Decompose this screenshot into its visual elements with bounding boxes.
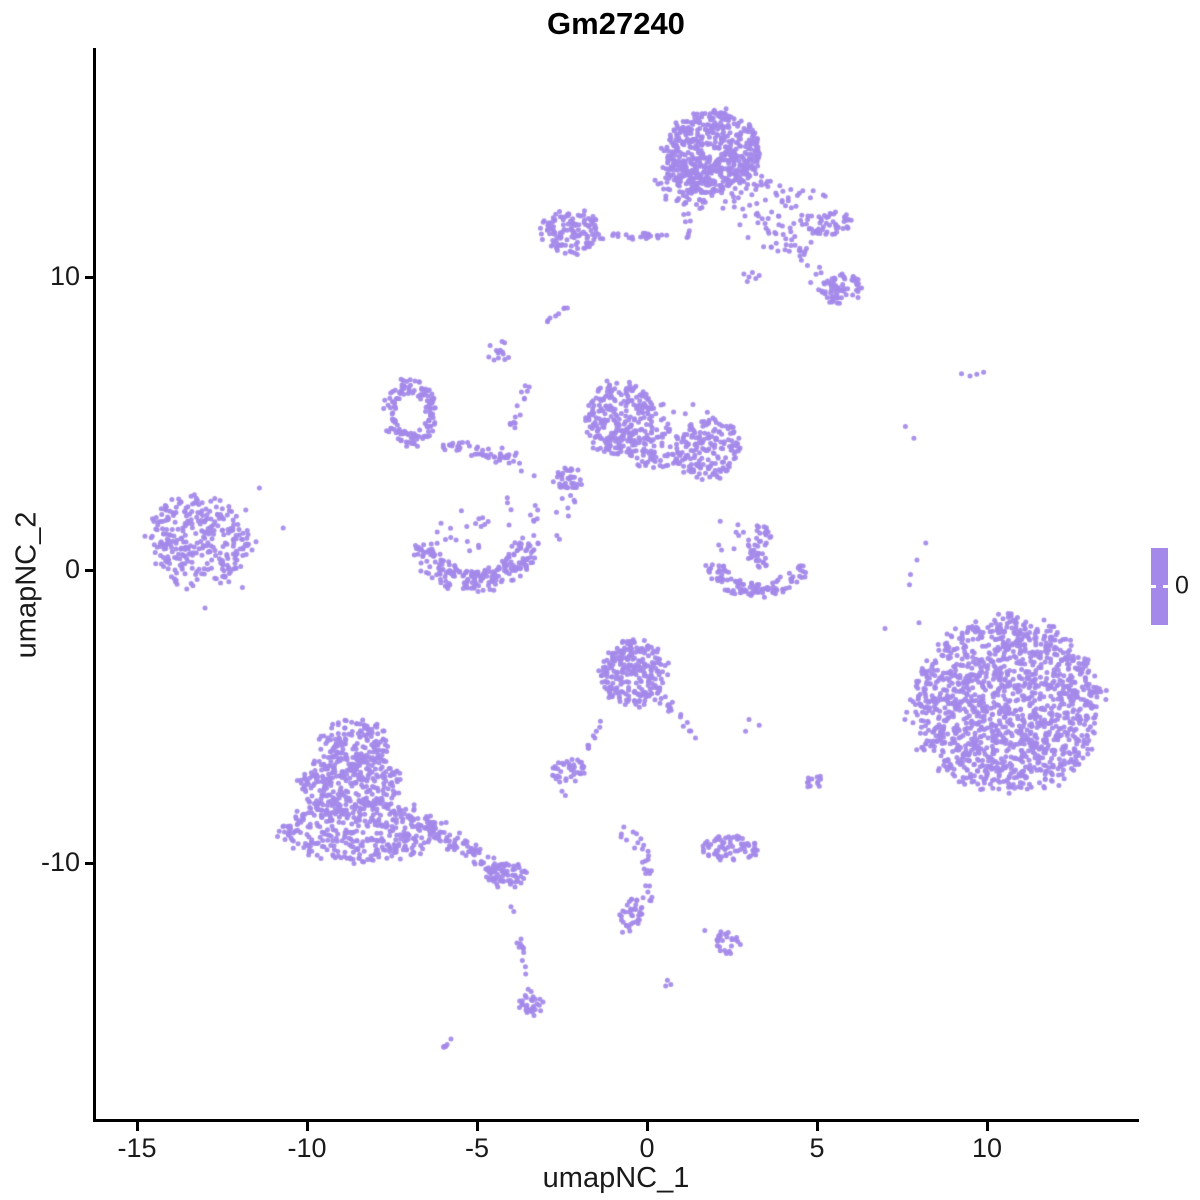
y-tick-label: 0 bbox=[64, 554, 80, 584]
plot-title: Gm27240 bbox=[547, 6, 685, 41]
x-tick-label: 0 bbox=[639, 1133, 655, 1163]
x-tick-mark bbox=[305, 1122, 309, 1131]
x-tick-mark bbox=[985, 1122, 989, 1131]
y-tick-mark bbox=[85, 861, 94, 865]
legend: 0 bbox=[1151, 548, 1189, 625]
legend-tick-mark bbox=[1163, 585, 1168, 588]
x-axis-title: umapNC_1 bbox=[542, 1162, 690, 1194]
x-tick-label: 5 bbox=[809, 1133, 825, 1163]
y-axis-line bbox=[93, 48, 96, 1122]
x-tick-label: -15 bbox=[117, 1133, 157, 1163]
x-tick-label: -10 bbox=[287, 1133, 327, 1163]
y-tick-label: 10 bbox=[49, 261, 80, 291]
legend-tick-mark bbox=[1151, 585, 1156, 588]
legend-label: 0 bbox=[1175, 571, 1189, 600]
y-tick-label: -10 bbox=[40, 847, 80, 877]
y-tick-mark bbox=[85, 568, 94, 572]
x-tick-mark bbox=[645, 1122, 649, 1131]
x-tick-mark bbox=[815, 1122, 819, 1131]
x-tick-label: 10 bbox=[971, 1133, 1003, 1163]
x-tick-mark bbox=[475, 1122, 479, 1131]
x-axis-line bbox=[93, 1119, 1139, 1122]
x-tick-label: -5 bbox=[464, 1133, 489, 1163]
x-tick-mark bbox=[135, 1122, 139, 1131]
y-axis-title: umapNC_2 bbox=[10, 511, 43, 659]
legend-colorbar bbox=[1151, 548, 1168, 625]
y-tick-mark bbox=[85, 275, 94, 279]
